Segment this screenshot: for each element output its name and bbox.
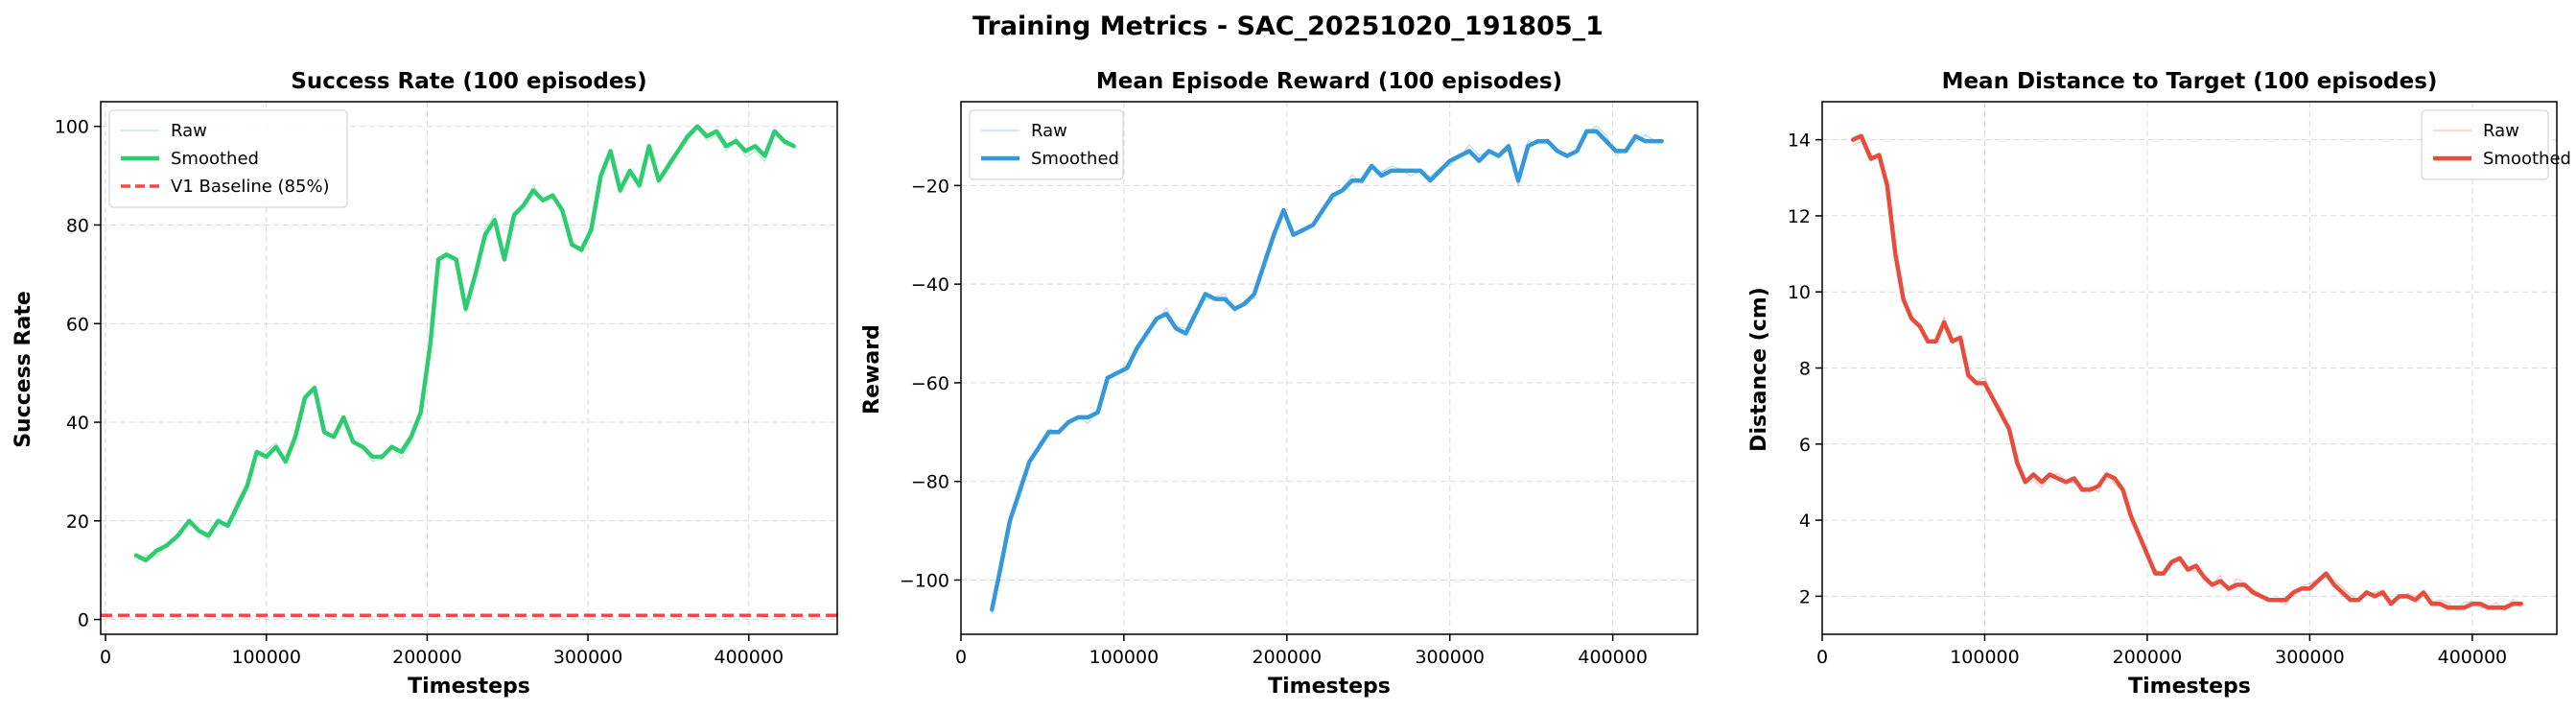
legend: Raw Smoothed [2421,109,2571,180]
x-axis-label: Timesteps [408,675,530,699]
x-tick-label: 300000 [2275,647,2345,668]
y-tick-label: −80 [911,472,949,493]
x-axis-label: Timesteps [1268,675,1391,699]
x-tick-label: 0 [955,647,967,668]
y-tick-label: 60 [66,314,89,335]
x-tick-label: 300000 [553,647,623,668]
y-axis-label: Reward [860,324,884,415]
y-tick-label: −40 [911,274,949,296]
panel-mean-episode-reward: Mean Episode Reward (100 episodes) Times… [860,69,1698,699]
y-tick-label: 12 [1788,206,1811,227]
x-tick-label: 0 [100,647,111,668]
smoothed-series-line [990,129,1664,612]
x-tick-label: 200000 [392,647,462,668]
x-axis-label: Timesteps [2128,675,2251,699]
y-tick-label: −60 [911,373,949,394]
y-tick-label: 100 [55,117,89,138]
legend-label: Smoothed [1031,149,1119,169]
y-tick-label: 6 [1799,435,1811,456]
legend: Raw Smoothed [969,109,1124,180]
legend-label: V1 Baseline (85%) [171,177,330,197]
x-tick-label: 200000 [2113,647,2183,668]
legend-label: Raw [1031,121,1067,141]
legend-label: Smoothed [171,149,259,169]
x-tick-label: 400000 [2438,647,2508,668]
smoothed-series-line [133,124,796,563]
x-tick-label: 0 [1816,647,1828,668]
legend-box [969,109,1124,180]
legend-label: Raw [2483,121,2519,141]
y-tick-label: −20 [911,176,949,197]
y-tick-label: 20 [66,511,89,533]
axes-frame [100,101,838,635]
x-tick-label: 300000 [1415,647,1485,668]
smoothed-series-line [1850,133,2523,610]
panel-success-rate: Success Rate (100 episodes) Timesteps Su… [12,69,838,699]
y-tick-label: −100 [900,570,949,591]
y-tick-label: 40 [66,413,89,434]
panel-title: Mean Episode Reward (100 episodes) [1096,69,1562,94]
y-tick-label: 0 [78,610,89,631]
y-tick-label: 80 [66,215,89,236]
x-tick-label: 100000 [1950,647,2020,668]
y-axis-label: Success Rate [12,291,35,448]
y-tick-label: 4 [1799,510,1811,532]
legend-label: Raw [171,121,207,141]
x-tick-label: 100000 [1089,647,1159,668]
y-axis-label: Distance (cm) [1747,287,1771,452]
x-tick-label: 200000 [1253,647,1323,668]
legend-box [2421,109,2549,180]
y-tick-label: 2 [1799,586,1811,607]
x-tick-label: 400000 [714,647,785,668]
y-tick-label: 8 [1799,359,1811,380]
legend: Raw Smoothed V1 Baseline (85%) [108,109,348,208]
y-tick-label: 10 [1788,282,1811,303]
figure-title: Training Metrics - SAC_20251020_191805_1 [972,12,1604,41]
x-tick-label: 400000 [1578,647,1648,668]
panel-title: Success Rate (100 episodes) [291,69,646,94]
x-tick-label: 100000 [231,647,301,668]
legend-box [108,109,348,208]
panel-title: Mean Distance to Target (100 episodes) [1942,69,2438,94]
axes-frame [960,101,1698,635]
legend-label: Smoothed [2483,149,2571,169]
panel-mean-distance-to-target: Mean Distance to Target (100 episodes) T… [1747,69,2571,699]
y-tick-label: 14 [1788,131,1811,152]
